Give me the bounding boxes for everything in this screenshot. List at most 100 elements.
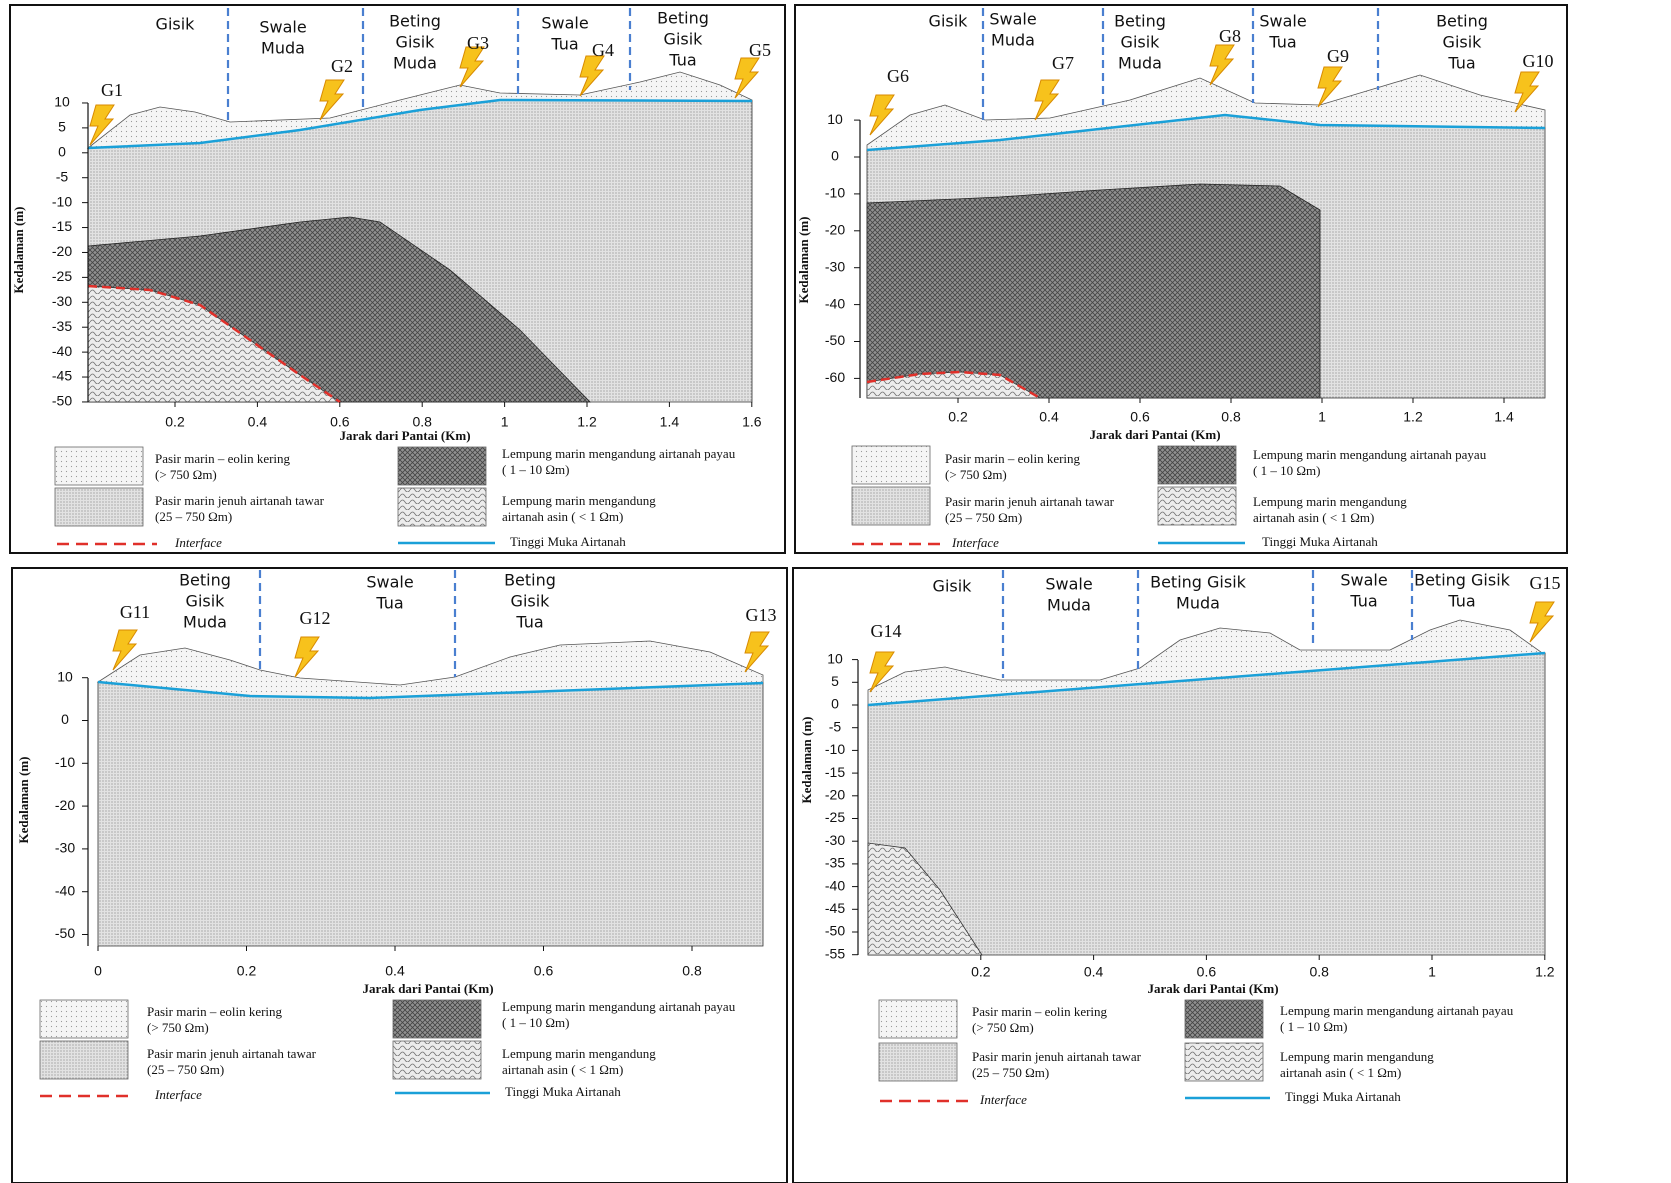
x-tick-label: 0.8 [682,963,702,979]
fresh-sand-layer [98,682,763,946]
x-tick-label: 1.2 [1535,964,1555,980]
zone-label: Tua [668,51,696,70]
zone-label: Tua [1447,592,1475,611]
legend-label: Pasir marin jenuh airtanah tawar [945,494,1115,509]
y-tick-label: 0 [61,711,69,727]
station-label: G6 [887,66,909,86]
legend-label: Lempung marin mengandung airtanah payau [502,999,736,1014]
legend-label: (> 750 Ωm) [972,1020,1034,1035]
zone-label: Swale [541,14,588,33]
zone-label: Muda [261,39,305,58]
y-tick-label: 0 [58,144,66,160]
brackish-clay-layer [867,184,1320,398]
x-tick-label: 0.2 [237,963,257,979]
x-tick-label: 0.8 [1309,964,1329,980]
x-tick-label: 1 [1318,409,1326,425]
legend-label: Lempung marin mengandung [1280,1049,1434,1064]
zone-label: Gisik [664,30,704,49]
zone-label: Swale [1259,12,1306,31]
zone-label: Beting [389,12,441,31]
legend-label: Tinggi Muka Airtanah [510,534,626,549]
y-tick-label: 0 [831,696,839,712]
zone-label: Gisik [396,33,436,52]
y-tick-label: -30 [55,840,75,856]
zone-label: Muda [1176,594,1220,613]
lightning-icon [1035,80,1059,120]
y-tick-label: -5 [829,718,842,734]
zone-label: Gisik [1443,33,1483,52]
x-tick-label: 1.2 [1403,409,1423,425]
legend-label: Interface [154,1087,202,1102]
figure: Gisik Swale Muda Beting Gisik Muda Swale Tua Bet… [0,0,1671,1183]
zone-label: Beting [1114,12,1166,31]
station-label: G13 [746,605,777,625]
legend-swatch [393,1000,481,1038]
y-tick-label: 0 [831,148,839,164]
y-tick-label: -50 [55,925,75,941]
y-tick-label: -30 [825,258,845,274]
legend-label: (25 – 750 Ωm) [972,1065,1049,1080]
zone-label: Swale [1045,575,1092,594]
y-tick-label: -35 [52,318,72,334]
y-tick-label: -35 [825,855,845,871]
station-label: G5 [749,40,771,60]
y-tick-label: -10 [825,741,845,757]
legend-label: Lempung marin mengandung [502,1046,656,1061]
station-label: G11 [120,602,150,622]
legend-label: Lempung marin mengandung airtanah payau [1280,1003,1514,1018]
y-tick-label: -10 [825,185,845,201]
legend-label: Lempung marin mengandung airtanah payau [1253,447,1487,462]
zone-label: Beting [1436,12,1488,31]
zone-label: Gisik [933,577,973,596]
y-tick-label: -10 [55,754,75,770]
legend-label: Tinggi Muka Airtanah [505,1084,621,1099]
cross-section-panel: GisikSwaleMudaBeting GisikMudaSwaleTuaBe… [793,568,1567,1183]
legend-label: Pasir marin jenuh airtanah tawar [972,1049,1142,1064]
x-tick-label: 1 [501,414,509,430]
legend-swatch [852,446,930,484]
y-tick-label: -30 [825,832,845,848]
legend-label: ( 1 – 10 Ωm) [502,1015,569,1030]
x-axis-title: Jarak dari Pantai (Km) [1089,427,1220,442]
zone-label: Gisik [186,592,226,611]
y-tick-label: -30 [52,293,72,309]
zone-label: Muda [393,54,437,73]
legend-label: ( 1 – 10 Ωm) [1253,463,1320,478]
x-tick-label: 1.4 [1494,409,1514,425]
y-tick-label: -50 [825,923,845,939]
station-label: G4 [592,40,614,60]
legend-swatch [40,1000,128,1038]
lightning-icon [295,637,319,677]
y-tick-label: -45 [52,368,72,384]
zone-label: Beting [179,571,231,590]
zone-label: Tua [375,594,403,613]
legend-label: Pasir marin – eolin kering [945,451,1081,466]
cross-section-panel: GisikSwaleMudaBetingGisikMudaSwaleTuaBet… [795,5,1567,553]
zone-label: Beting Gisik [1150,573,1247,592]
station-label: G2 [331,56,353,76]
zone-label: Swale [989,10,1036,29]
lightning-icon [1210,45,1234,85]
legend-label: airtanah asin ( < 1 Ωm) [502,509,623,524]
x-tick-label: 0.2 [971,964,991,980]
zone-label: Gisik [156,15,196,34]
zone-label: Muda [1118,54,1162,73]
zone-label: Beting Gisik [1414,571,1511,590]
legend-swatch [1158,446,1236,484]
lightning-icon [320,80,344,120]
station-label: G14 [871,621,902,641]
x-tick-label: 0.4 [1039,409,1059,425]
legend-label: (25 – 750 Ωm) [945,510,1022,525]
legend-label: Interface [979,1092,1027,1107]
legend-label: Pasir marin – eolin kering [155,451,291,466]
zone-label: Gisik [511,592,551,611]
y-axis-title: Kedalaman (m) [11,206,26,293]
x-tick-label: 1 [1428,964,1436,980]
y-tick-label: -20 [825,787,845,803]
legend-label: ( 1 – 10 Ωm) [1280,1019,1347,1034]
zone-label: Beting [657,9,709,28]
zone-label: Tua [515,613,543,632]
station-label: G1 [101,80,123,100]
legend-label: Tinggi Muka Airtanah [1262,534,1378,549]
